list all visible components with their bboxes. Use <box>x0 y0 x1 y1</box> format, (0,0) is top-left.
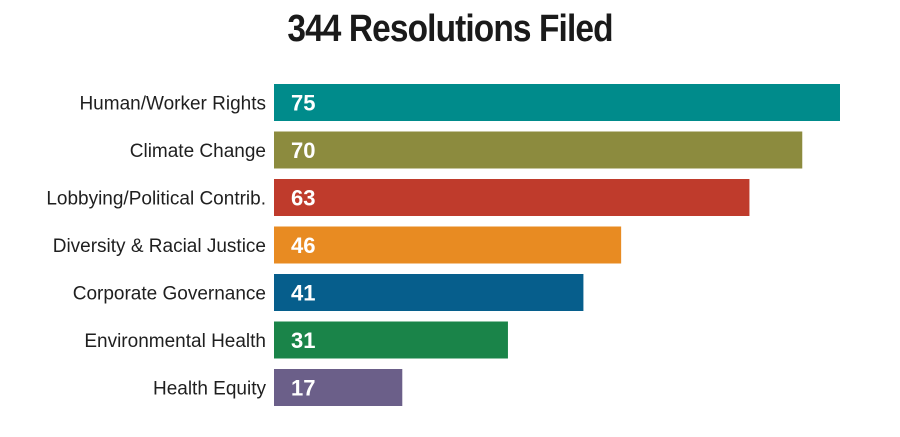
bar <box>274 369 403 406</box>
value-label: 75 <box>291 91 315 116</box>
value-label: 31 <box>291 328 315 353</box>
value-label: 41 <box>291 281 315 306</box>
category-label: Climate Change <box>130 141 266 162</box>
chart-title: 344 Resolutions Filed <box>287 8 613 50</box>
category-label: Lobbying/Political Contrib. <box>46 189 266 210</box>
bar-row: Lobbying/Political Contrib. 63 <box>46 179 750 216</box>
value-label: 46 <box>291 233 315 258</box>
category-label: Diversity & Racial Justice <box>53 236 266 257</box>
category-label: Corporate Governance <box>73 284 266 305</box>
category-label: Human/Worker Rights <box>79 94 266 115</box>
bar-row: Health Equity 17 <box>153 369 403 406</box>
category-label: Environmental Health <box>84 331 266 352</box>
bar-row: Climate Change 70 <box>130 131 803 169</box>
bar <box>274 84 840 121</box>
bar <box>274 131 803 169</box>
bar-row: Human/Worker Rights 75 <box>79 84 840 121</box>
category-label: Health Equity <box>153 379 267 400</box>
bar <box>274 179 750 216</box>
bar <box>274 321 508 359</box>
bar-row: Corporate Governance 41 <box>73 274 584 311</box>
value-label: 17 <box>291 376 315 401</box>
bar-row: Environmental Health 31 <box>84 321 508 359</box>
bar-row: Diversity & Racial Justice 46 <box>53 226 622 264</box>
value-label: 63 <box>291 186 315 211</box>
value-label: 70 <box>291 138 315 163</box>
bar <box>274 226 622 264</box>
bar <box>274 274 584 311</box>
